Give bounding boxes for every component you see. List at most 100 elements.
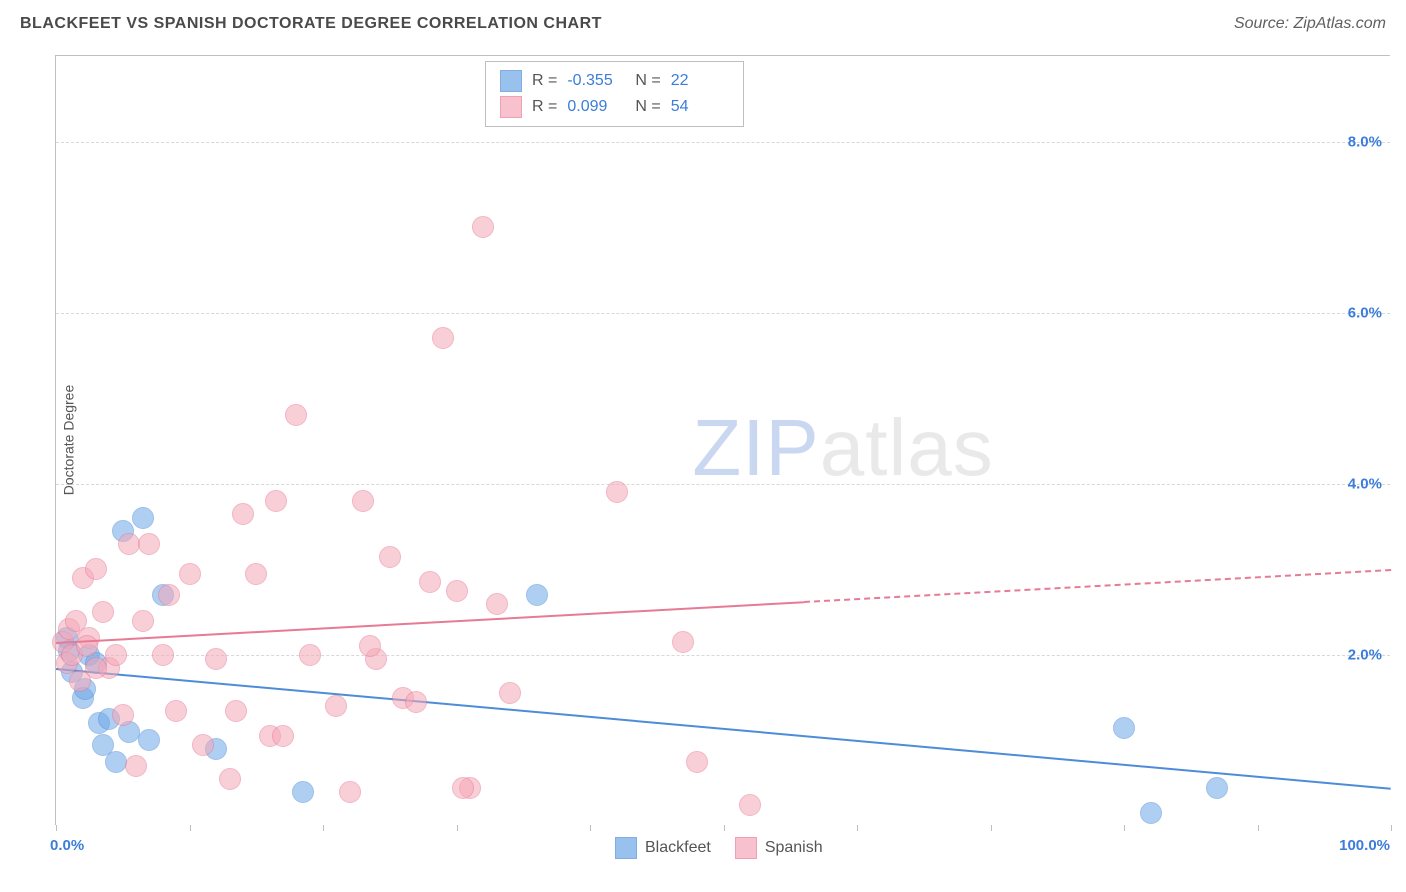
data-point <box>152 644 174 666</box>
data-point <box>158 584 180 606</box>
data-point <box>132 610 154 632</box>
data-point <box>292 781 314 803</box>
data-point <box>205 648 227 670</box>
data-point <box>192 734 214 756</box>
stat-r-label: R = <box>532 72 557 90</box>
data-point <box>739 794 761 816</box>
stat-r-value: -0.355 <box>567 72 625 90</box>
data-point <box>432 327 454 349</box>
legend-swatch <box>615 837 637 859</box>
gridline-h <box>56 142 1390 143</box>
bottom-legend: Blackfeet Spanish <box>615 837 823 859</box>
x-axis-label-min: 0.0% <box>50 837 84 854</box>
data-point <box>486 593 508 615</box>
y-tick-label: 4.0% <box>1348 475 1382 492</box>
data-point <box>452 777 474 799</box>
stats-legend-box: R = -0.355 N = 22 R = 0.099 N = 54 <box>485 61 744 127</box>
chart-title: BLACKFEET VS SPANISH DOCTORATE DEGREE CO… <box>20 15 602 33</box>
x-tick <box>56 825 57 831</box>
legend-swatch <box>735 837 757 859</box>
data-point <box>232 503 254 525</box>
trend-line <box>804 569 1392 603</box>
data-point <box>352 490 374 512</box>
data-point <box>1206 777 1228 799</box>
x-tick <box>857 825 858 831</box>
data-point <box>265 490 287 512</box>
gridline-h <box>56 313 1390 314</box>
x-tick <box>1258 825 1259 831</box>
data-point <box>419 571 441 593</box>
legend-swatch <box>500 96 522 118</box>
data-point <box>405 691 427 713</box>
data-point <box>85 558 107 580</box>
trend-line <box>56 668 1391 790</box>
data-point <box>499 682 521 704</box>
data-point <box>272 725 294 747</box>
y-axis-title: Doctorate Degree <box>60 385 76 496</box>
data-point <box>325 695 347 717</box>
source-label: Source: ZipAtlas.com <box>1234 15 1386 33</box>
data-point <box>1140 802 1162 824</box>
data-point <box>285 404 307 426</box>
data-point <box>379 546 401 568</box>
stat-n-label: N = <box>635 98 660 116</box>
source-name: ZipAtlas.com <box>1294 15 1386 32</box>
data-point <box>686 751 708 773</box>
watermark-atlas: atlas <box>820 403 994 492</box>
x-axis-label-max: 100.0% <box>1339 837 1390 854</box>
legend-item: Spanish <box>735 837 823 859</box>
gridline-h <box>56 484 1390 485</box>
stat-r-label: R = <box>532 98 557 116</box>
data-point <box>92 601 114 623</box>
data-point <box>359 635 381 657</box>
x-tick <box>190 825 191 831</box>
data-point <box>105 751 127 773</box>
x-tick <box>590 825 591 831</box>
legend-swatch <box>500 70 522 92</box>
data-point <box>118 533 140 555</box>
data-point <box>299 644 321 666</box>
legend-item: Blackfeet <box>615 837 711 859</box>
data-point <box>1113 717 1135 739</box>
data-point <box>138 729 160 751</box>
data-point <box>105 644 127 666</box>
data-point <box>225 700 247 722</box>
data-point <box>69 670 91 692</box>
data-point <box>112 704 134 726</box>
data-point <box>339 781 361 803</box>
stat-n-value: 22 <box>671 72 729 90</box>
legend-label: Blackfeet <box>645 839 711 857</box>
y-tick-label: 2.0% <box>1348 646 1382 663</box>
stats-row: R = -0.355 N = 22 <box>500 68 729 94</box>
data-point <box>165 700 187 722</box>
x-tick <box>724 825 725 831</box>
data-point <box>138 533 160 555</box>
stat-n-value: 54 <box>671 98 729 116</box>
data-point <box>219 768 241 790</box>
data-point <box>125 755 147 777</box>
source-prefix: Source: <box>1234 15 1294 32</box>
data-point <box>672 631 694 653</box>
stats-row: R = 0.099 N = 54 <box>500 94 729 120</box>
stat-r-value: 0.099 <box>567 98 625 116</box>
x-tick <box>323 825 324 831</box>
data-point <box>606 481 628 503</box>
data-point <box>472 216 494 238</box>
data-point <box>179 563 201 585</box>
y-tick-label: 8.0% <box>1348 133 1382 150</box>
stat-n-label: N = <box>635 72 660 90</box>
legend-label: Spanish <box>765 839 823 857</box>
data-point <box>245 563 267 585</box>
x-tick <box>991 825 992 831</box>
watermark-zip: ZIP <box>692 403 819 492</box>
plot-region: ZIPatlas 2.0%4.0%6.0%8.0% <box>55 55 1390 825</box>
x-tick <box>457 825 458 831</box>
data-point <box>76 635 98 657</box>
chart-area: ZIPatlas 2.0%4.0%6.0%8.0% Doctorate Degr… <box>55 55 1390 825</box>
x-tick <box>1124 825 1125 831</box>
gridline-h <box>56 655 1390 656</box>
data-point <box>446 580 468 602</box>
data-point <box>526 584 548 606</box>
data-point <box>132 507 154 529</box>
watermark: ZIPatlas <box>692 402 993 494</box>
